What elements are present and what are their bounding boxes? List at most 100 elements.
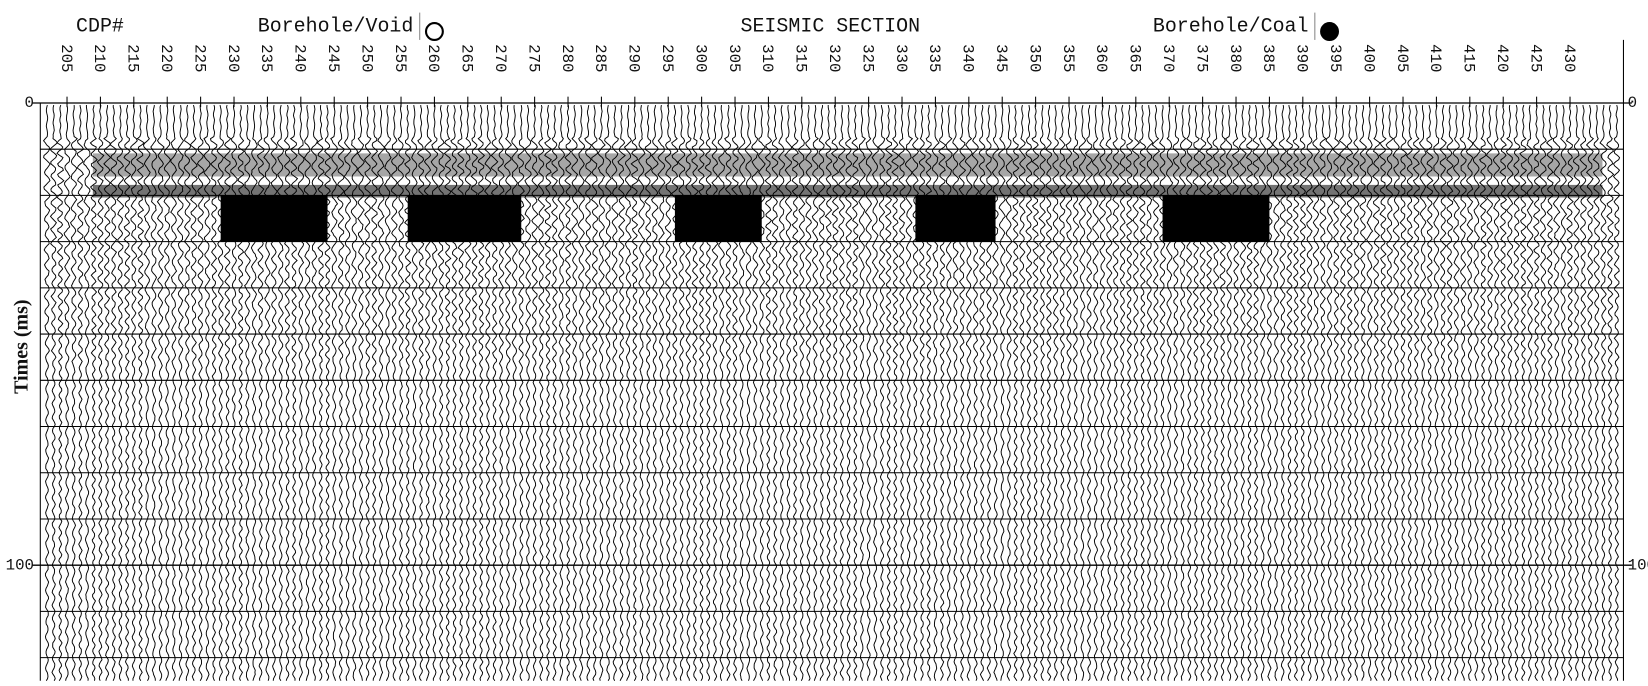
seismic-trace <box>103 105 112 681</box>
seismic-trace <box>1125 104 1134 681</box>
x-tick-label: 410 <box>1426 44 1444 72</box>
seismic-trace <box>637 104 646 681</box>
anomaly <box>674 195 762 242</box>
seismic-trace <box>1044 105 1053 681</box>
seismic-trace <box>657 104 666 681</box>
reflector-band <box>92 153 1603 177</box>
x-tick-label: 400 <box>1359 44 1377 72</box>
seismic-trace <box>323 105 332 682</box>
seismic-trace <box>130 105 138 681</box>
seismic-trace <box>356 105 365 681</box>
y-tick-label: 0 <box>25 94 34 112</box>
seismic-trace <box>49 104 58 681</box>
seismic-trace <box>891 104 900 681</box>
seismic-trace <box>617 104 626 681</box>
seismic-trace <box>89 104 98 681</box>
seismic-trace <box>817 105 826 681</box>
seismic-trace <box>1472 104 1481 681</box>
seismic-trace <box>1545 104 1554 681</box>
x-tick-label: 230 <box>224 44 242 72</box>
y-axis-label: Times (ms) <box>11 299 33 393</box>
seismic-trace <box>1112 104 1120 681</box>
seismic-trace <box>189 104 198 681</box>
x-tick-label: 385 <box>1259 44 1277 72</box>
seismic-trace <box>757 105 767 681</box>
marker-label: Borehole/Coal <box>1153 15 1309 38</box>
chart-title: SEISMIC SECTION <box>740 15 920 38</box>
anomaly <box>220 195 328 242</box>
seismic-trace <box>998 104 1006 681</box>
seismic-trace <box>1365 104 1374 681</box>
x-tick-label: 275 <box>524 44 542 72</box>
seismic-trace <box>604 104 612 681</box>
x-tick-label: 325 <box>858 44 876 72</box>
seismic-trace <box>597 104 606 681</box>
seismic-trace <box>1432 104 1440 681</box>
seismic-trace <box>623 104 633 681</box>
seismic-trace <box>904 105 914 681</box>
seismic-trace <box>1325 105 1334 681</box>
seismic-trace <box>1425 104 1434 681</box>
seismic-trace <box>1058 104 1067 681</box>
seismic-trace <box>1385 104 1394 681</box>
seismic-trace <box>771 104 779 681</box>
seismic-trace <box>1078 104 1087 681</box>
seismic-trace <box>824 105 833 681</box>
seismic-trace <box>537 104 546 682</box>
borehole-marker <box>1320 22 1339 41</box>
seismic-trace <box>1486 105 1494 681</box>
x-tick-label: 270 <box>491 44 509 72</box>
seismic-trace <box>1065 104 1073 681</box>
seismic-trace <box>363 105 372 681</box>
seismic-trace <box>1084 105 1093 682</box>
seismic-trace <box>837 105 846 681</box>
x-tick-label: 420 <box>1493 44 1511 72</box>
seismic-trace <box>142 104 151 681</box>
seismic-trace <box>1312 104 1321 681</box>
anomaly <box>1162 195 1270 242</box>
seismic-trace <box>1599 105 1608 681</box>
seismic-trace <box>1492 105 1501 681</box>
seismic-trace <box>517 104 526 681</box>
x-tick-label: 375 <box>1192 44 1210 72</box>
seismic-trace <box>123 104 132 681</box>
seismic-trace <box>1505 104 1514 682</box>
seismic-trace <box>1305 104 1314 681</box>
seismic-trace <box>1465 104 1474 682</box>
x-tick-label: 250 <box>357 44 375 72</box>
seismic-trace <box>56 104 65 681</box>
x-tick-label: 315 <box>792 44 810 72</box>
seismic-trace <box>116 104 125 681</box>
seismic-trace <box>216 104 225 681</box>
x-tick-label: 285 <box>591 44 609 72</box>
seismic-trace <box>1352 104 1360 681</box>
seismic-trace <box>1513 104 1521 681</box>
seismic-trace <box>1131 105 1141 681</box>
seismic-trace <box>330 104 339 681</box>
x-tick-label: 355 <box>1059 44 1077 72</box>
seismic-trace <box>1005 104 1014 681</box>
x-tick-label: 260 <box>424 44 442 72</box>
x-tick-label: 295 <box>658 44 676 72</box>
seismic-trace <box>1146 105 1154 681</box>
seismic-trace <box>183 104 191 681</box>
seismic-trace <box>156 104 165 681</box>
seismic-trace <box>1459 104 1467 681</box>
seismic-trace <box>370 104 379 681</box>
x-tick-label: 425 <box>1526 44 1544 72</box>
seismic-trace <box>377 105 385 681</box>
seismic-trace <box>397 105 405 681</box>
seismic-trace <box>1399 104 1408 681</box>
seismic-trace <box>1499 105 1508 682</box>
traces <box>42 104 1621 682</box>
seismic-trace <box>1592 104 1601 681</box>
seismic-trace <box>196 105 205 681</box>
seismic-trace <box>1552 104 1561 681</box>
seismic-trace <box>1338 105 1348 681</box>
anomaly <box>915 195 996 242</box>
seismic-trace <box>557 104 566 681</box>
seismic-trace <box>804 104 813 681</box>
seismic-trace <box>584 104 592 681</box>
seismic-trace <box>1038 105 1047 682</box>
